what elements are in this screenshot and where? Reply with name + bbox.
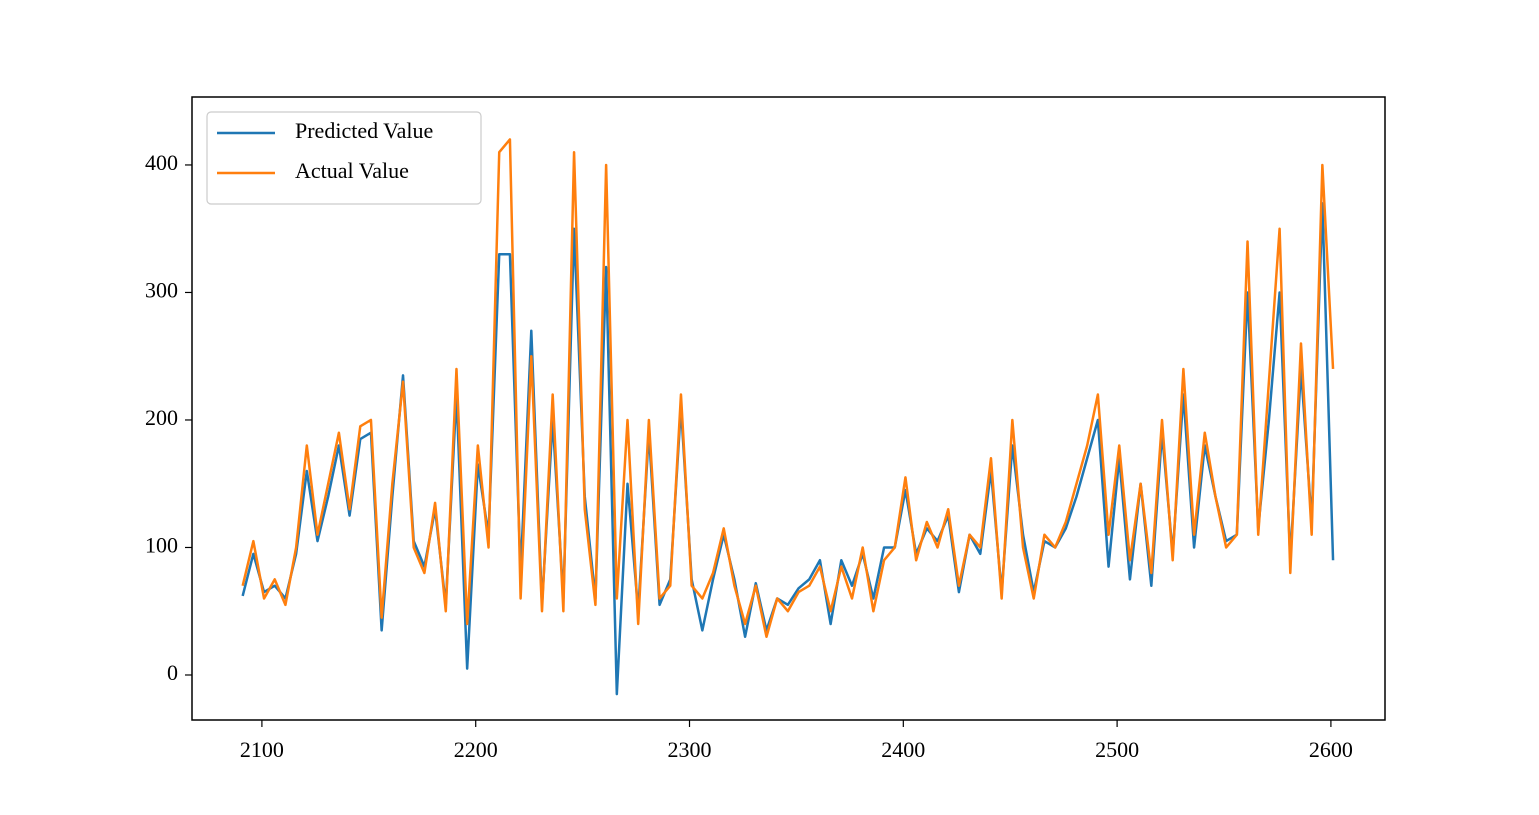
y-tick-label: 400 (145, 150, 178, 175)
x-tick-label: 2100 (240, 737, 284, 762)
y-tick-label: 300 (145, 278, 178, 303)
x-tick-label: 2500 (1095, 737, 1139, 762)
series-line (241, 138, 1335, 638)
x-tick-label: 2300 (668, 737, 712, 762)
x-tick-label: 2600 (1309, 737, 1353, 762)
x-tick-label: 2400 (881, 737, 925, 762)
y-tick-label: 200 (145, 405, 178, 430)
x-tick-label: 2200 (454, 737, 498, 762)
plot-frame (191, 96, 1386, 721)
legend-box (206, 111, 482, 205)
y-tick-label: 0 (167, 660, 178, 685)
y-tick-label: 100 (145, 533, 178, 558)
legend-label: Actual Value (295, 158, 409, 183)
legend-label: Predicted Value (295, 118, 433, 143)
